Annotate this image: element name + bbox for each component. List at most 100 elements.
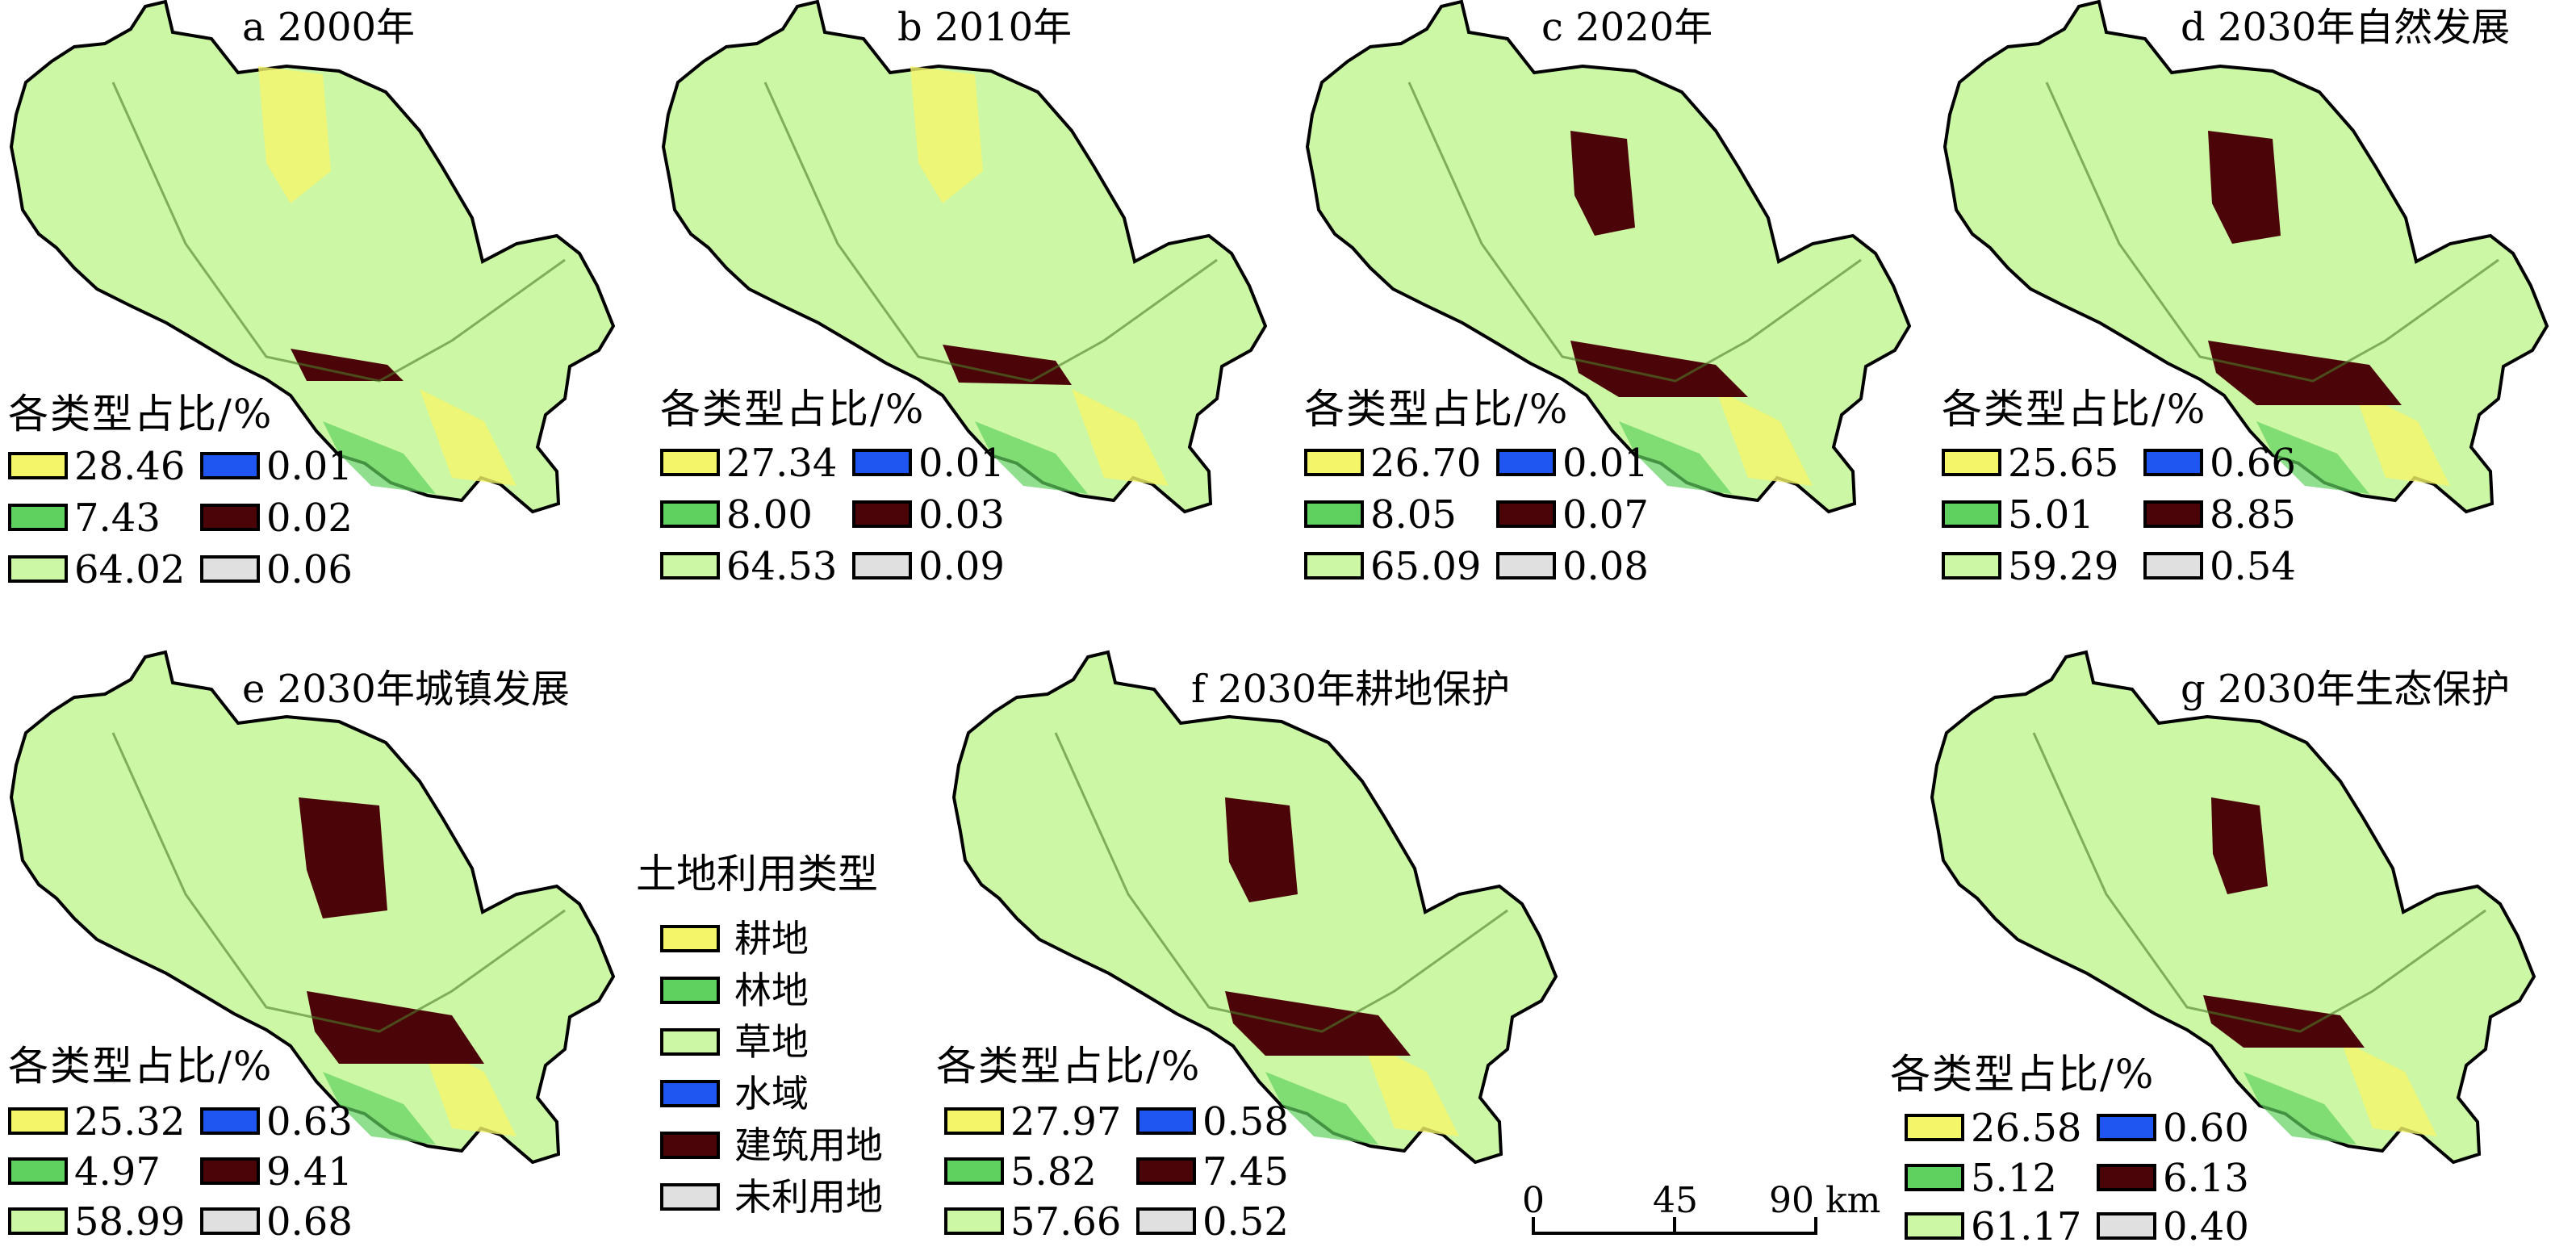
value-farmland: 26.70	[1370, 441, 1482, 486]
panel-title-b: b 2010年	[897, 5, 1073, 50]
farmland-patch	[910, 66, 983, 203]
value-construction: 0.02	[266, 496, 353, 541]
swatch-farmland	[1942, 449, 2001, 476]
farmland-patch	[1716, 389, 1813, 486]
value-unused: 0.09	[918, 544, 1005, 589]
value-farmland: 27.97	[1010, 1099, 1122, 1144]
swatch-forest	[1304, 500, 1364, 528]
scale-bar	[1532, 1217, 1817, 1235]
construction-patch	[1570, 341, 1748, 397]
value-farmland: 26.58	[1971, 1106, 2082, 1151]
forest-patch	[975, 421, 1088, 494]
swatch-grassland	[944, 1207, 1004, 1235]
legend-label-construction: 建筑用地	[734, 1123, 883, 1167]
swatch-construction	[2143, 500, 2203, 528]
legend-swatch-grassland	[660, 1028, 720, 1056]
farmland-patch	[420, 389, 516, 486]
map-panel-e	[10, 651, 615, 1164]
farmland-patch	[2353, 389, 2450, 486]
panel-title-a: a 2000年	[242, 5, 416, 50]
map-panel-g	[1930, 651, 2536, 1164]
farmland-patch	[2340, 1040, 2437, 1136]
value-water: 0.01	[1562, 441, 1649, 486]
value-forest: 5.82	[1010, 1149, 1097, 1195]
river	[1407, 82, 1862, 383]
legend-swatch-unused	[660, 1183, 720, 1211]
river	[111, 732, 566, 1033]
value-construction: 8.85	[2210, 492, 2296, 538]
swatch-construction	[1136, 1157, 1196, 1185]
swatch-farmland	[944, 1107, 1004, 1135]
value-unused: 0.54	[2210, 544, 2296, 589]
construction-patch	[2203, 995, 2365, 1048]
value-unused: 0.40	[2163, 1204, 2249, 1249]
panel-title-f: f 2030年耕地保护	[1191, 667, 1511, 712]
farmland-patch	[258, 66, 331, 203]
legend-label-farmland: 耕地	[734, 917, 809, 960]
legend-swatch-forest	[660, 977, 720, 1004]
swatch-grassland	[660, 552, 720, 579]
map-panel-f	[952, 651, 1558, 1164]
share-title: 各类型占比/%	[660, 386, 926, 433]
swatch-grassland	[1905, 1212, 1964, 1240]
value-unused: 0.68	[266, 1199, 353, 1245]
share-title: 各类型占比/%	[1304, 386, 1570, 433]
scale-label-45: 45	[1653, 1180, 1698, 1221]
share-title: 各类型占比/%	[8, 391, 274, 437]
swatch-water	[200, 452, 260, 479]
forest-patch	[323, 1072, 436, 1144]
river	[111, 82, 566, 383]
swatch-farmland	[660, 449, 720, 476]
value-water: 0.60	[2163, 1106, 2249, 1151]
swatch-forest	[660, 500, 720, 528]
swatch-water	[1496, 449, 1556, 476]
value-forest: 4.97	[74, 1149, 161, 1195]
map-panel-a	[10, 0, 615, 513]
swatch-unused	[2143, 552, 2203, 579]
swatch-forest	[944, 1157, 1004, 1185]
value-forest: 5.01	[2008, 492, 2094, 538]
legend-swatch-farmland	[660, 925, 720, 952]
share-title: 各类型占比/%	[8, 1043, 274, 1090]
river	[2045, 82, 2499, 383]
swatch-forest	[8, 1157, 68, 1185]
value-water: 0.63	[266, 1099, 353, 1144]
scale-label-0: 0	[1522, 1180, 1545, 1221]
forest-patch	[2244, 1072, 2356, 1144]
swatch-unused	[200, 1207, 260, 1235]
swatch-farmland	[1304, 449, 1364, 476]
value-water: 0.58	[1202, 1099, 1289, 1144]
value-construction: 0.03	[918, 492, 1005, 538]
construction-patch	[291, 349, 404, 381]
legend-label-unused: 未利用地	[734, 1175, 883, 1219]
value-grassland: 64.02	[74, 547, 186, 592]
swatch-construction	[1496, 500, 1556, 528]
construction-patch	[307, 991, 484, 1064]
panel-title-d: d 2030年自然发展	[2181, 5, 2511, 50]
panel-title-c: c 2020年	[1541, 5, 1713, 50]
construction-patch	[2211, 797, 2268, 894]
river	[763, 82, 1218, 383]
construction-patch	[1225, 797, 1298, 902]
value-grassland: 61.17	[1971, 1204, 2082, 1249]
scale-label-90km: 90 km	[1769, 1180, 1881, 1221]
value-grassland: 64.53	[726, 544, 838, 589]
swatch-unused	[1496, 552, 1556, 579]
value-construction: 6.13	[2163, 1156, 2249, 1201]
value-construction: 9.41	[266, 1149, 353, 1195]
panel-title-g: g 2030年生态保护	[2181, 667, 2511, 712]
map-panel-d	[1943, 0, 2549, 513]
value-grassland: 57.66	[1010, 1199, 1122, 1245]
value-grassland: 58.99	[74, 1199, 186, 1245]
swatch-construction	[200, 504, 260, 531]
construction-patch	[1570, 131, 1635, 236]
river	[1054, 732, 1508, 1033]
value-construction: 7.45	[1202, 1149, 1289, 1195]
value-grassland: 65.09	[1370, 544, 1482, 589]
swatch-forest	[1905, 1164, 1964, 1191]
value-forest: 8.00	[726, 492, 813, 538]
swatch-grassland	[1942, 552, 2001, 579]
legend-label-forest: 林地	[734, 969, 809, 1012]
value-farmland: 25.32	[74, 1099, 186, 1144]
